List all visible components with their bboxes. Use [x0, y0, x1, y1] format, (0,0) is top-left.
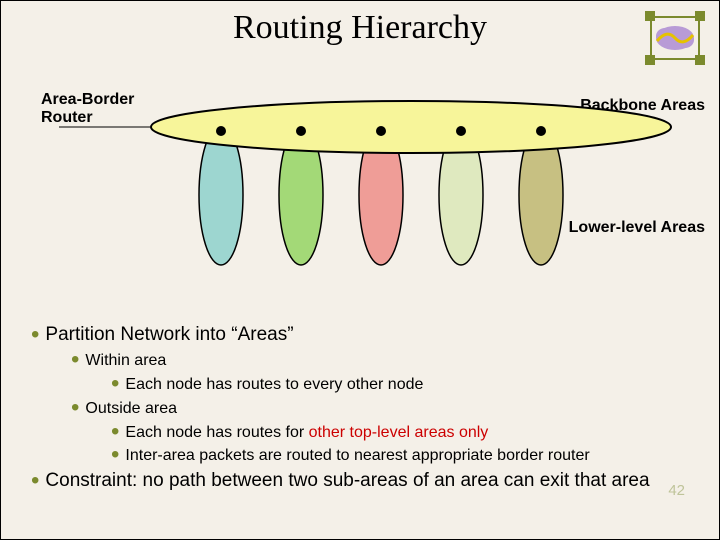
page-number: 42 [668, 482, 685, 499]
router-dot-1 [296, 126, 306, 136]
hierarchy-diagram [41, 91, 681, 291]
bullet-l2-interarea: •Inter-area packets are routed to neares… [111, 446, 707, 466]
bullet-l0-constraint: •Constraint: no path between two sub-are… [31, 469, 707, 493]
bullet-l0-partition: •Partition Network into “Areas” [31, 323, 707, 347]
bullet-l2-every-node: •Each node has routes to every other nod… [111, 375, 707, 395]
router-dot-0 [216, 126, 226, 136]
bullet-l1-within: •Within area [71, 351, 707, 371]
backbone-ellipse [151, 101, 671, 153]
label-lower-level-areas: Lower-level Areas [569, 219, 705, 237]
router-dot-3 [456, 126, 466, 136]
bullet-l2-toplevel: •Each node has routes for other top-leve… [111, 423, 707, 443]
bullet-list: •Partition Network into “Areas” •Within … [21, 319, 707, 497]
page-title: Routing Hierarchy [1, 9, 719, 47]
router-dot-4 [536, 126, 546, 136]
logo-icon [645, 11, 705, 65]
bullet-l1-outside: •Outside area [71, 399, 707, 419]
slide: Routing Hierarchy Area-Border Router Bac… [0, 0, 720, 540]
router-dot-2 [376, 126, 386, 136]
